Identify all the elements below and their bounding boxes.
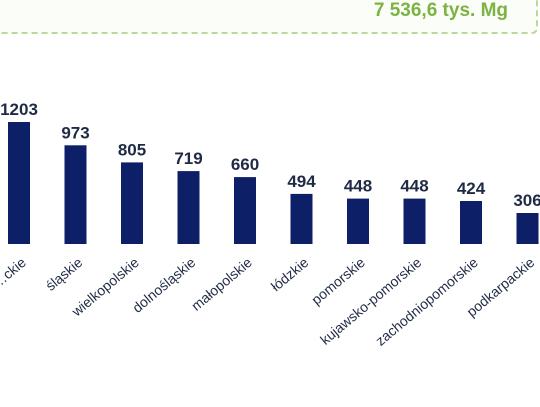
bar-0 bbox=[8, 122, 30, 244]
category-label-5: łódzkie bbox=[268, 254, 312, 294]
total-summary-box: 7 536,6 tys. Mg bbox=[0, 0, 538, 34]
bar-7 bbox=[403, 198, 426, 244]
category-label-0: …ckie bbox=[0, 254, 29, 291]
category-label-8: zachodniopomorskie bbox=[372, 254, 481, 349]
bar-2 bbox=[121, 162, 143, 244]
category-label-4: małopolskie bbox=[188, 254, 255, 314]
value-label-2: 805 bbox=[118, 140, 146, 159]
value-label-4: 660 bbox=[231, 155, 259, 174]
total-value: 7 536,6 tys. Mg bbox=[373, 0, 508, 21]
bar-8 bbox=[460, 201, 482, 244]
value-label-7: 448 bbox=[400, 177, 428, 196]
value-label-8: 424 bbox=[457, 179, 486, 198]
category-label-7: kujawsko-pomorskie bbox=[317, 254, 425, 348]
category-label-1: śląskie bbox=[42, 254, 85, 294]
value-label-6: 448 bbox=[344, 177, 372, 196]
value-label-0: 1203 bbox=[0, 100, 38, 119]
category-label-3: dolnośląskie bbox=[129, 254, 198, 316]
value-label-5: 494 bbox=[287, 172, 316, 191]
value-label-9: 306 bbox=[513, 191, 540, 210]
value-label-1: 973 bbox=[61, 123, 89, 142]
bar-5 bbox=[290, 193, 313, 244]
bar-4 bbox=[234, 177, 256, 244]
bar-3 bbox=[177, 171, 200, 244]
bar-1 bbox=[64, 145, 87, 244]
value-label-3: 719 bbox=[174, 149, 202, 168]
bar-6 bbox=[347, 198, 369, 244]
bar-9 bbox=[516, 213, 539, 244]
